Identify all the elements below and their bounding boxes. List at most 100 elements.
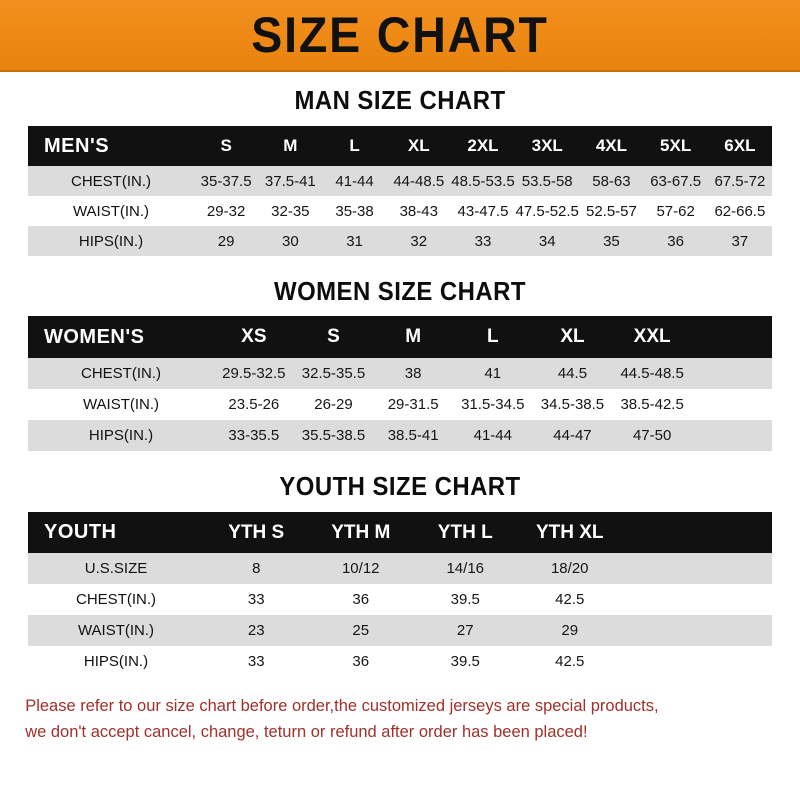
youth-col-header-2: YTH M [331, 521, 391, 543]
man-waist-6xl: 62-66.5 [714, 202, 766, 220]
women-col-header-spacer [692, 316, 772, 358]
table-row: U.S.SIZE 8 10/12 14/16 18/20 [28, 553, 772, 584]
women-waist-spacer [692, 389, 772, 420]
youth-ussize-spacer [622, 553, 772, 584]
women-row-label-waist: WAIST(IN.) [82, 396, 160, 413]
youth-hips-m: 36 [352, 653, 370, 670]
man-hips-2xl: 33 [474, 232, 492, 250]
man-col-header-3: L [349, 136, 360, 155]
man-col-header-1: S [220, 136, 232, 155]
table-row: CHEST(IN.) 35-37.5 37.5-41 41-44 44-48.5… [28, 166, 772, 196]
youth-col-header-4: YTH XL [535, 521, 604, 543]
man-waist-5xl: 57-62 [656, 202, 695, 220]
man-table-body: CHEST(IN.) 35-37.5 37.5-41 41-44 44-48.5… [28, 166, 772, 256]
women-chart-wrapper: WOMEN'S XS S M L XL XXL CHEST(IN.) 29.5-… [28, 316, 772, 451]
women-waist-xs: 23.5-26 [228, 396, 280, 413]
youth-chest-m: 36 [352, 591, 370, 608]
women-hips-m: 38.5-41 [387, 427, 439, 444]
youth-col-header-spacer [622, 512, 772, 553]
women-col-header-5: XL [560, 326, 585, 347]
women-waist-xl: 34.5-38.5 [540, 396, 605, 413]
youth-hips-l: 39.5 [450, 653, 480, 670]
man-chest-l: 41-44 [335, 172, 374, 190]
man-col-header-7: 4XL [595, 136, 628, 155]
women-chest-xl: 44.5 [557, 365, 588, 382]
man-chest-2xl: 48.5-53.5 [451, 172, 515, 190]
man-chart-wrapper: MEN'S S M L XL 2XL 3XL 4XL 5XL 6XL CHEST… [28, 126, 772, 256]
youth-size-table: YOUTH YTH S YTH M YTH L YTH XL U.S.SIZE … [28, 512, 772, 677]
youth-hips-xl: 42.5 [555, 653, 585, 670]
women-table-header: WOMEN'S XS S M L XL XXL [28, 316, 772, 358]
women-header-row: WOMEN'S XS S M L XL XXL [28, 316, 772, 358]
youth-chest-l: 39.5 [450, 591, 480, 608]
youth-chest-xl: 42.5 [555, 591, 585, 608]
women-col-header-2: S [327, 326, 340, 347]
man-col-header-6: 3XL [531, 136, 563, 155]
man-waist-2xl: 43-47.5 [457, 202, 509, 220]
man-col-header-8: 5XL [660, 136, 692, 155]
women-table-body: CHEST(IN.) 29.5-32.5 32.5-35.5 38 41 44.… [28, 358, 772, 451]
women-chest-xs: 29.5-32.5 [222, 365, 286, 382]
youth-waist-spacer [622, 615, 772, 646]
women-waist-l: 31.5-34.5 [461, 396, 525, 413]
table-row: HIPS(IN.) 33 36 39.5 42.5 [28, 646, 772, 677]
man-header-row: MEN'S S M L XL 2XL 3XL 4XL 5XL 6XL [28, 126, 772, 166]
man-row-label-chest: CHEST(IN.) [71, 172, 151, 190]
women-col-header-3: M [405, 326, 422, 347]
man-hips-6xl: 37 [731, 232, 749, 250]
women-hips-spacer [692, 420, 772, 451]
man-chest-3xl: 53.5-58 [521, 172, 573, 190]
youth-ussize-l: 14/16 [446, 560, 485, 577]
women-row-label-hips: HIPS(IN.) [88, 427, 154, 444]
youth-chest-spacer [622, 584, 772, 615]
youth-col-header-3: YTH L [437, 521, 493, 543]
man-hips-l: 31 [346, 232, 363, 250]
youth-table-header: YOUTH YTH S YTH M YTH L YTH XL [28, 512, 772, 553]
page-title: SIZE CHART [251, 7, 549, 63]
youth-row-label-us-size: U.S.SIZE [84, 560, 148, 577]
women-col-header-1: XS [241, 326, 267, 347]
man-col-header-5: 2XL [467, 136, 499, 155]
man-size-table: MEN'S S M L XL 2XL 3XL 4XL 5XL 6XL CHEST… [28, 126, 772, 256]
man-waist-4xl: 52.5-57 [585, 202, 637, 220]
women-section-title: WOMEN SIZE CHART [274, 276, 526, 306]
man-row-label-waist: WAIST(IN.) [72, 202, 150, 220]
footer-disclaimer: Please refer to our size chart before or… [0, 693, 776, 746]
women-corner-label: WOMEN'S [44, 325, 145, 348]
man-chest-xl: 44-48.5 [393, 172, 445, 190]
man-chest-s: 35-37.5 [200, 172, 252, 190]
women-hips-xs: 33-35.5 [228, 427, 280, 444]
man-chest-6xl: 67.5-72 [714, 172, 766, 190]
man-waist-xl: 38-43 [399, 202, 438, 220]
youth-col-header-1: YTH S [228, 521, 285, 543]
man-hips-s: 29 [217, 232, 235, 250]
youth-waist-l: 27 [456, 622, 474, 639]
women-waist-xxl: 38.5-42.5 [620, 396, 684, 413]
man-row-label-hips: HIPS(IN.) [78, 232, 144, 250]
women-waist-s: 26-29 [314, 396, 353, 413]
youth-ussize-s: 8 [252, 560, 261, 577]
man-waist-s: 29-32 [206, 202, 246, 220]
man-hips-4xl: 35 [603, 232, 620, 250]
man-col-header-9: 6XL [724, 136, 756, 155]
footer-disclaimer-line-2: we don't accept cancel, change, teturn o… [25, 722, 588, 742]
youth-table-body: U.S.SIZE 8 10/12 14/16 18/20 CHEST(IN.) … [28, 553, 772, 677]
man-hips-3xl: 34 [538, 232, 556, 250]
women-col-header-4: L [486, 326, 499, 347]
youth-corner-label: YOUTH [44, 521, 117, 543]
man-section-title: MAN SIZE CHART [294, 85, 506, 115]
table-row: HIPS(IN.) 29 30 31 32 33 34 35 36 37 [28, 226, 772, 256]
youth-waist-s: 23 [247, 622, 265, 639]
youth-row-label-hips: HIPS(IN.) [83, 653, 149, 670]
man-chest-5xl: 63-67.5 [650, 172, 702, 190]
women-chest-l: 41 [484, 365, 502, 382]
women-col-header-6: XXL [633, 326, 671, 347]
table-row: CHEST(IN.) 33 36 39.5 42.5 [28, 584, 772, 615]
youth-chart-wrapper: YOUTH YTH S YTH M YTH L YTH XL U.S.SIZE … [28, 512, 772, 677]
women-chest-s: 32.5-35.5 [301, 365, 366, 382]
man-corner-label: MEN'S [44, 134, 110, 157]
page-banner: SIZE CHART [0, 0, 800, 72]
youth-section-title: YOUTH SIZE CHART [279, 471, 521, 501]
man-hips-5xl: 36 [667, 232, 684, 250]
youth-waist-xl: 29 [561, 622, 579, 639]
